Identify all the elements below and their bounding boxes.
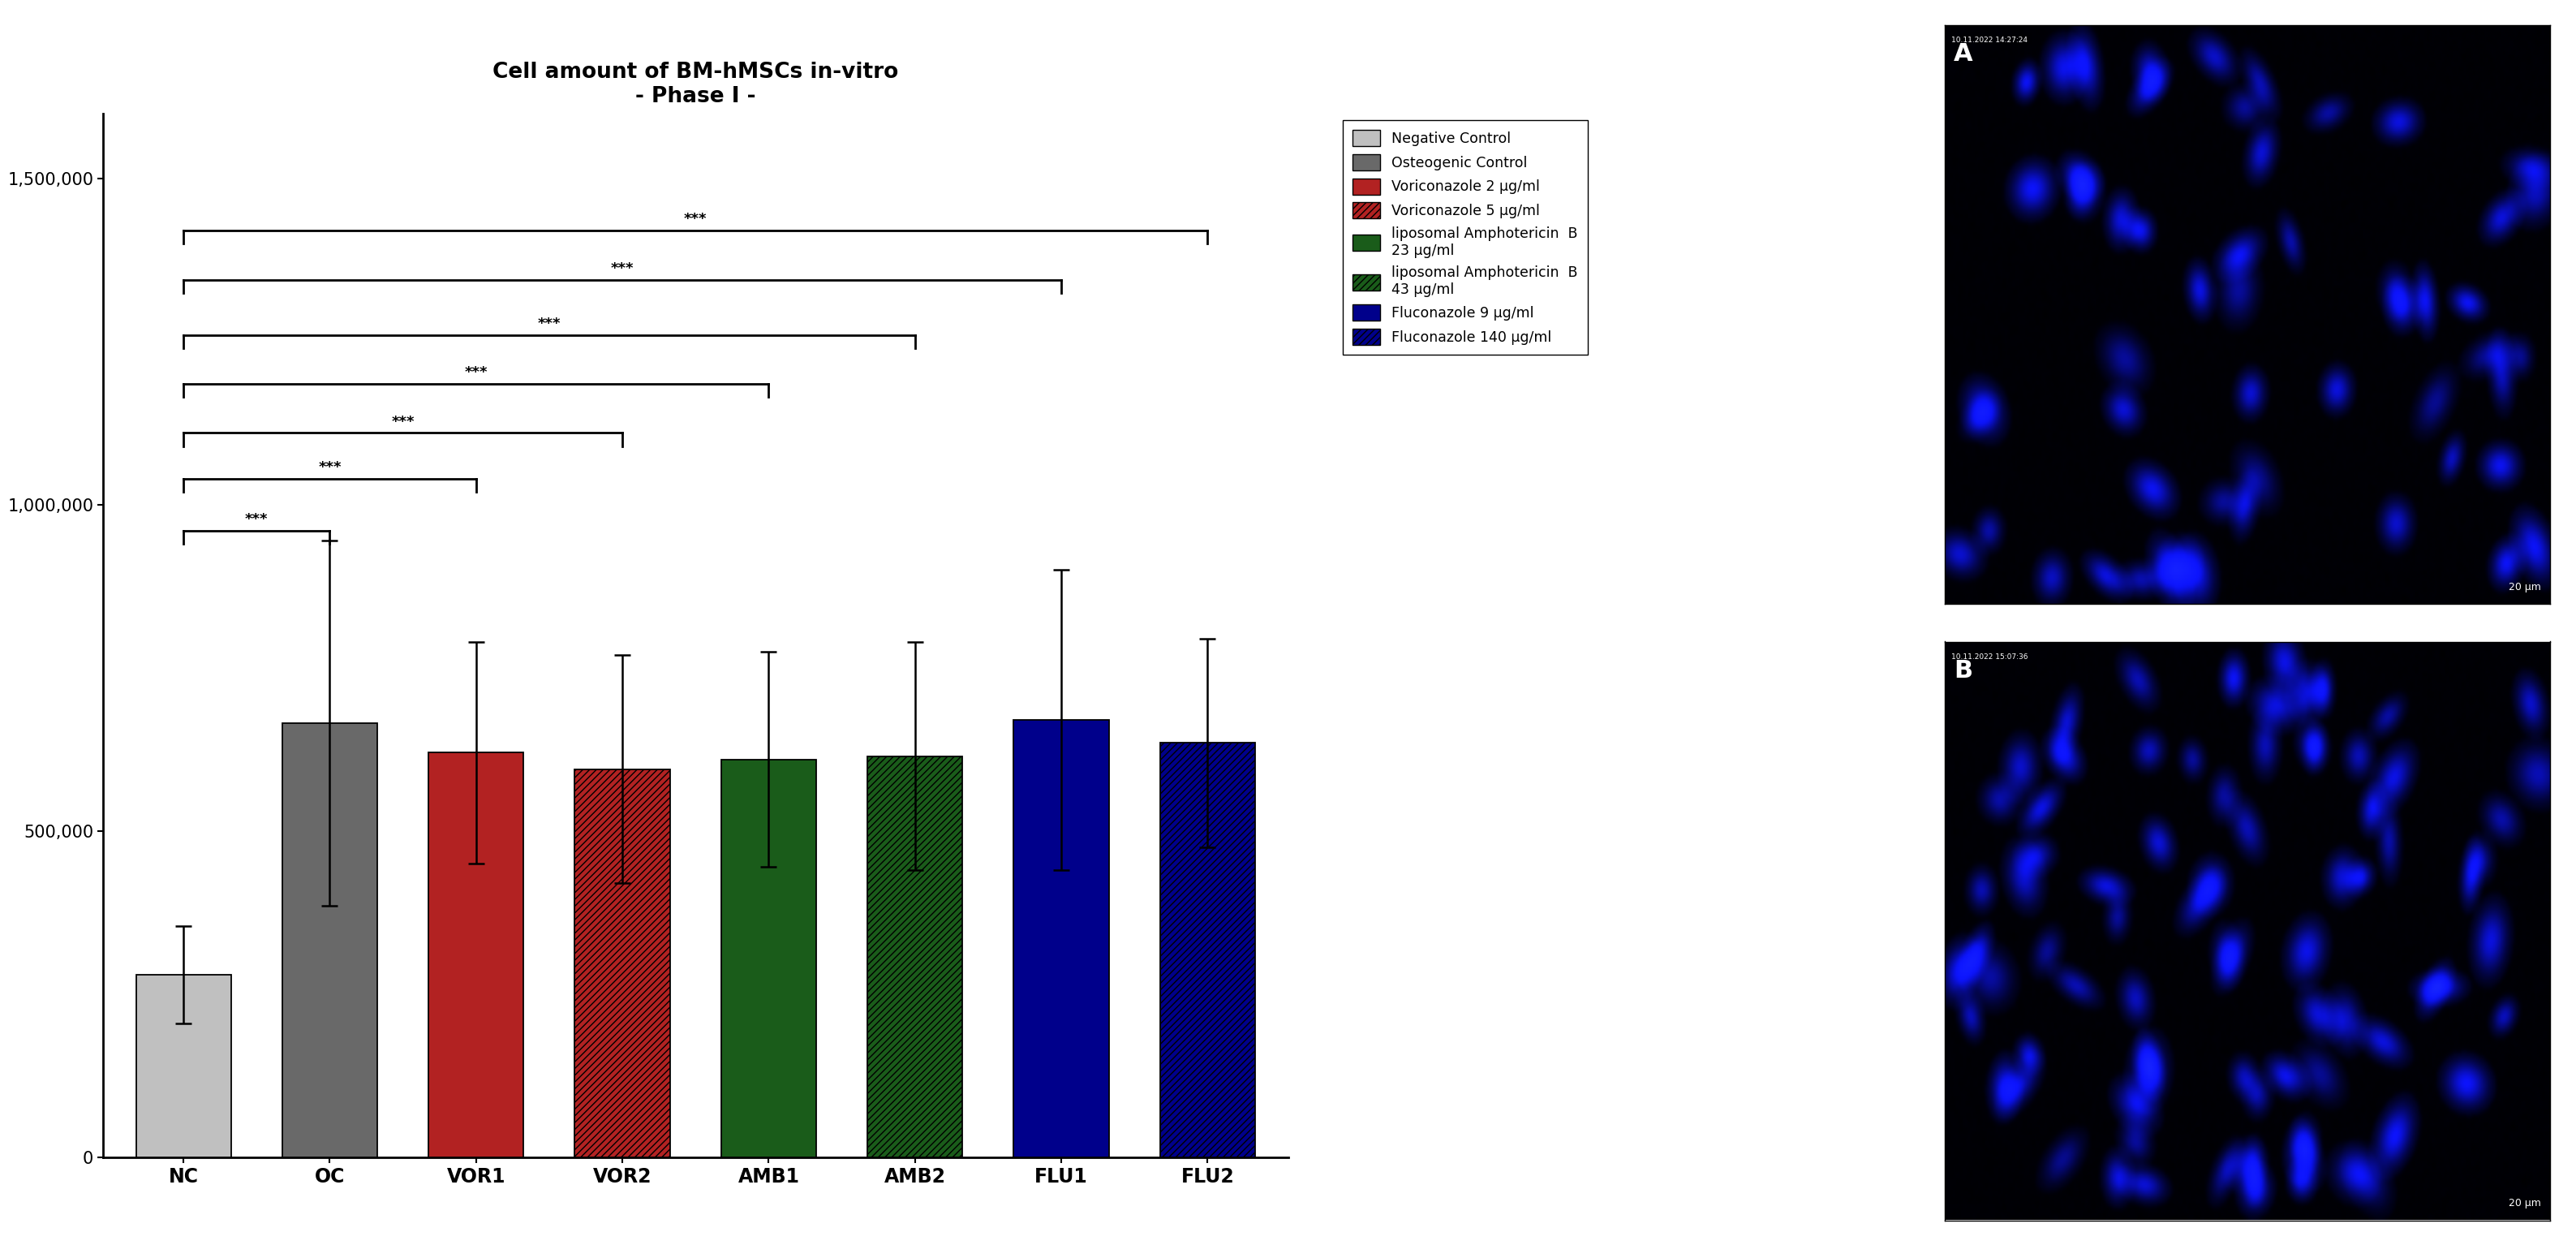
Legend: Negative Control, Osteogenic Control, Voriconazole 2 μg/ml, Voriconazole 5 μg/ml: Negative Control, Osteogenic Control, Vo… xyxy=(1342,121,1587,355)
Bar xyxy=(574,769,670,1157)
Bar xyxy=(283,723,376,1157)
Text: ***: *** xyxy=(611,262,634,276)
Text: ***: *** xyxy=(319,460,343,474)
Bar xyxy=(1015,720,1108,1157)
Bar xyxy=(868,756,963,1157)
Bar xyxy=(428,752,523,1157)
Bar xyxy=(137,975,232,1157)
Text: B: B xyxy=(1955,659,1973,683)
Title: Cell amount of BM-hMSCs in-vitro
- Phase I -: Cell amount of BM-hMSCs in-vitro - Phase… xyxy=(492,62,899,107)
Text: ***: *** xyxy=(392,414,415,429)
Text: ***: *** xyxy=(538,317,562,331)
Bar xyxy=(721,760,817,1157)
Text: 10.11.2022 15:07:36: 10.11.2022 15:07:36 xyxy=(1950,653,2027,660)
Text: ***: *** xyxy=(464,366,487,380)
Text: 20 μm: 20 μm xyxy=(2509,1198,2540,1209)
Text: ***: *** xyxy=(685,213,706,226)
Text: 10.11.2022 14:27:24: 10.11.2022 14:27:24 xyxy=(1950,36,2027,44)
Text: 20 μm: 20 μm xyxy=(2509,581,2540,593)
Text: A: A xyxy=(1955,43,1973,67)
Bar xyxy=(1159,743,1255,1157)
Text: ***: *** xyxy=(245,512,268,527)
